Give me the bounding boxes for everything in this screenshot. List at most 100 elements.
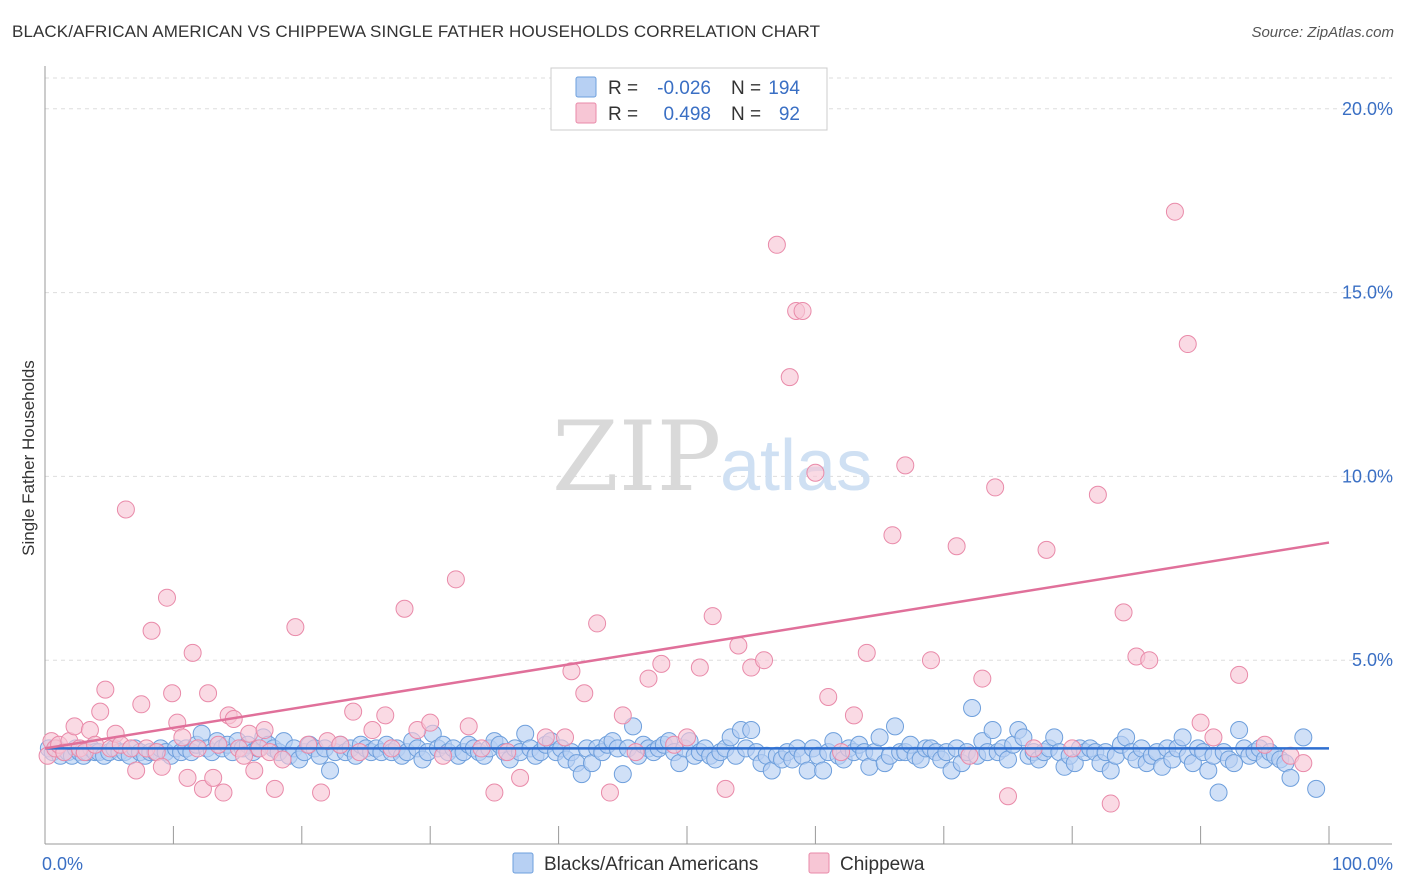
point-blacks xyxy=(886,717,905,736)
point-chippewa xyxy=(755,651,774,670)
gridlines xyxy=(45,77,1392,661)
legend-box: R = -0.026 N = 194 R = 0.498 N = 92 xyxy=(550,67,828,131)
y-axis-label: Single Father Households xyxy=(19,360,38,556)
series-chippewa-points xyxy=(38,202,1313,813)
point-chippewa xyxy=(299,735,318,754)
point-blacks xyxy=(321,761,340,780)
point-chippewa xyxy=(1037,540,1056,559)
point-blacks xyxy=(798,761,817,780)
legend-r-value-1: -0.026 xyxy=(657,78,711,99)
point-chippewa xyxy=(1255,735,1274,754)
point-chippewa xyxy=(498,743,517,762)
point-chippewa xyxy=(459,717,478,736)
point-chippewa xyxy=(421,713,440,732)
point-chippewa xyxy=(127,761,146,780)
legend-swatch-pink xyxy=(575,102,597,124)
point-chippewa xyxy=(116,500,135,519)
point-chippewa xyxy=(163,684,182,703)
watermark-zip: ZIP xyxy=(552,401,721,513)
point-chippewa xyxy=(312,783,331,802)
point-chippewa xyxy=(575,684,594,703)
point-chippewa xyxy=(600,783,619,802)
x-tick-label-min: 0.0% xyxy=(42,854,83,874)
point-chippewa xyxy=(639,669,658,688)
watermark: ZIP atlas xyxy=(552,401,872,513)
axes xyxy=(44,66,1392,845)
point-chippewa xyxy=(193,779,212,798)
point-chippewa xyxy=(286,618,305,637)
point-chippewa xyxy=(331,735,350,754)
point-chippewa xyxy=(973,669,992,688)
trend-lines xyxy=(44,541,1330,750)
point-chippewa xyxy=(678,728,696,747)
point-chippewa xyxy=(986,478,1005,497)
point-blacks xyxy=(1294,728,1313,747)
y-tick-label: 15.0% xyxy=(1342,283,1393,303)
legend-r-value-2: 0.498 xyxy=(663,104,711,125)
point-chippewa xyxy=(703,607,722,626)
point-chippewa xyxy=(209,735,228,754)
point-chippewa xyxy=(832,743,851,762)
point-blacks xyxy=(1281,768,1300,787)
legend-n-label-2: N = xyxy=(731,104,761,125)
point-chippewa xyxy=(1101,794,1120,813)
point-chippewa xyxy=(265,779,284,798)
point-chippewa xyxy=(613,706,632,725)
legend-r-label-1: R = xyxy=(608,78,638,99)
point-chippewa xyxy=(199,684,218,703)
point-chippewa xyxy=(1114,603,1133,622)
bottom-legend-swatch-pink xyxy=(808,852,830,874)
point-chippewa xyxy=(132,695,151,714)
bottom-legend-label-blue: Blacks/African Americans xyxy=(544,854,758,875)
point-chippewa xyxy=(91,702,110,721)
point-chippewa xyxy=(896,456,915,475)
point-blacks xyxy=(613,765,632,784)
point-chippewa xyxy=(142,621,161,640)
point-blacks xyxy=(1230,721,1249,740)
point-chippewa xyxy=(235,746,254,765)
point-chippewa xyxy=(1294,754,1313,773)
point-blacks xyxy=(742,721,761,740)
point-chippewa xyxy=(1165,202,1184,221)
y-tick-label: 20.0% xyxy=(1342,99,1393,119)
point-chippewa xyxy=(729,636,748,655)
x-tick-label-max: 100.0% xyxy=(1332,854,1393,874)
watermark-atlas: atlas xyxy=(720,426,872,506)
point-chippewa xyxy=(1230,665,1249,684)
legend-n-value-1: 194 xyxy=(768,78,800,99)
source-label: Source: ZipAtlas.com xyxy=(1251,24,1394,41)
point-chippewa xyxy=(1178,335,1197,354)
point-chippewa xyxy=(363,721,382,740)
point-chippewa xyxy=(883,526,902,545)
point-chippewa xyxy=(767,235,786,254)
point-chippewa xyxy=(1088,485,1107,504)
point-chippewa xyxy=(173,728,192,747)
point-chippewa xyxy=(844,706,863,725)
point-blacks xyxy=(572,765,591,784)
y-tick-labels: 5.0% 10.0% 15.0% 20.0% xyxy=(1342,99,1393,670)
point-chippewa xyxy=(556,728,575,747)
point-chippewa xyxy=(960,746,979,765)
point-chippewa xyxy=(240,724,259,743)
bottom-legend: Blacks/African Americans Chippewa xyxy=(512,852,925,875)
point-chippewa xyxy=(245,761,264,780)
point-chippewa xyxy=(204,768,223,787)
point-chippewa xyxy=(857,643,876,662)
point-chippewa xyxy=(434,746,453,765)
point-chippewa xyxy=(214,783,233,802)
point-chippewa xyxy=(178,768,197,787)
point-chippewa xyxy=(152,757,171,776)
point-blacks xyxy=(870,728,889,747)
point-chippewa xyxy=(395,599,414,618)
point-chippewa xyxy=(690,658,709,677)
point-chippewa xyxy=(562,662,581,681)
point-chippewa xyxy=(793,301,812,320)
point-blacks xyxy=(1209,783,1228,802)
point-blacks xyxy=(1224,754,1243,773)
point-chippewa xyxy=(921,651,940,670)
point-chippewa xyxy=(183,643,202,662)
point-blacks xyxy=(624,717,643,736)
point-blacks xyxy=(1307,779,1326,798)
point-chippewa xyxy=(65,717,84,736)
